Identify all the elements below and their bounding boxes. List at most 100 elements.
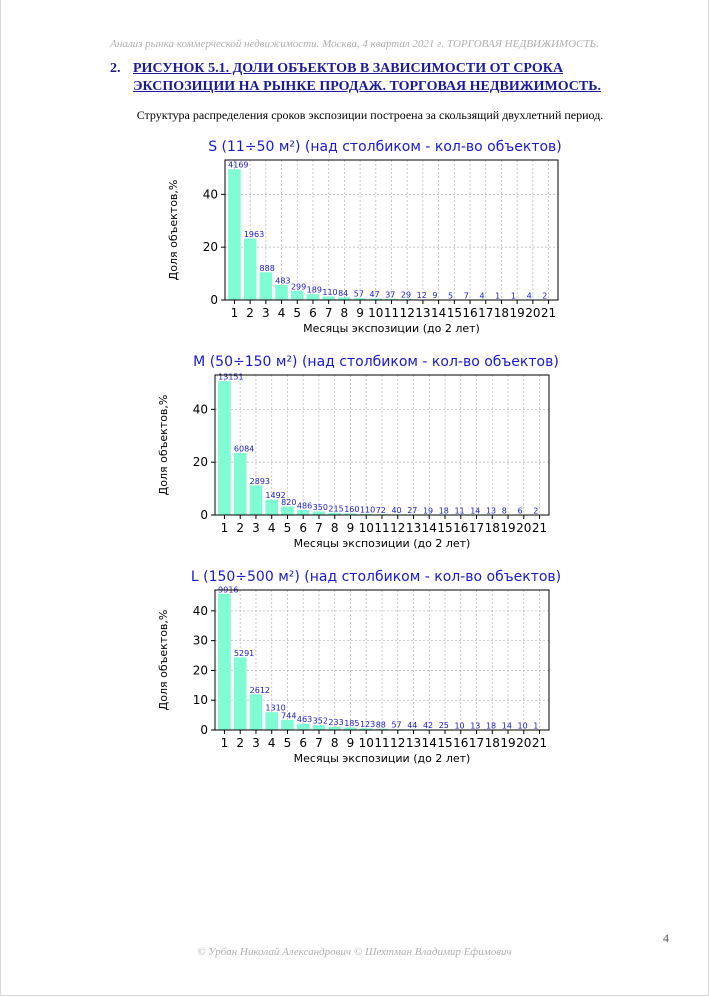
y-tick-label: 0 bbox=[210, 293, 218, 307]
bar bbox=[328, 512, 342, 515]
x-tick-label: 20 bbox=[516, 736, 531, 750]
bar bbox=[233, 452, 247, 515]
y-tick-label: 0 bbox=[200, 508, 208, 522]
y-axis-label: Доля объектов,% bbox=[167, 180, 180, 281]
bar-data-label: 11 bbox=[454, 506, 464, 515]
bar-data-label: 1 bbox=[533, 721, 538, 730]
bar-data-label: 84 bbox=[338, 289, 348, 298]
x-tick-label: 1 bbox=[221, 521, 229, 535]
bar-data-label: 57 bbox=[391, 721, 401, 730]
bar-data-label: 189 bbox=[307, 286, 322, 295]
chart-title: S (11÷50 м²) (над столбиком - кол-во объ… bbox=[208, 139, 562, 155]
x-tick-label: 16 bbox=[453, 521, 468, 535]
x-tick-label: 16 bbox=[462, 306, 477, 320]
bar-data-label: 9 bbox=[432, 291, 437, 300]
bar-data-label: 8 bbox=[502, 506, 507, 515]
bar bbox=[322, 296, 335, 300]
bar-data-label: 42 bbox=[423, 721, 433, 730]
x-tick-label: 17 bbox=[469, 736, 484, 750]
bar-data-label: 215 bbox=[328, 504, 343, 513]
bar-data-label: 57 bbox=[354, 290, 364, 299]
y-tick-label: 0 bbox=[200, 723, 208, 737]
bar-data-label: 18 bbox=[486, 721, 496, 730]
bar-data-label: 5291 bbox=[234, 649, 254, 658]
bar-data-label: 820 bbox=[281, 498, 296, 507]
x-tick-label: 3 bbox=[252, 521, 260, 535]
x-tick-label: 9 bbox=[347, 736, 355, 750]
bar bbox=[243, 238, 257, 300]
y-tick-label: 10 bbox=[193, 693, 208, 707]
x-tick-label: 21 bbox=[532, 736, 547, 750]
bar bbox=[228, 169, 241, 300]
bar-data-label: 486 bbox=[297, 501, 312, 510]
x-tick-label: 11 bbox=[374, 521, 389, 535]
bar-data-label: 1492 bbox=[265, 491, 285, 500]
x-tick-label: 10 bbox=[359, 736, 374, 750]
y-axis-label: Доля объектов,% bbox=[157, 395, 170, 496]
bar bbox=[233, 657, 247, 730]
bar-data-label: 44 bbox=[407, 721, 417, 730]
x-tick-label: 15 bbox=[437, 521, 452, 535]
bar bbox=[218, 593, 231, 730]
x-axis-label: Месяцы экспозиции (до 2 лет) bbox=[294, 752, 471, 765]
x-tick-label: 15 bbox=[447, 306, 462, 320]
x-tick-label: 4 bbox=[268, 521, 276, 535]
x-tick-label: 7 bbox=[325, 306, 333, 320]
chart-m: M (50÷150 м²) (над столбиком - кол-во об… bbox=[157, 354, 559, 550]
bar bbox=[359, 513, 373, 515]
bar-data-label: 2 bbox=[533, 506, 538, 515]
bar bbox=[328, 726, 342, 730]
bar-data-label: 463 bbox=[297, 715, 312, 724]
x-tick-label: 18 bbox=[494, 306, 509, 320]
x-tick-label: 8 bbox=[331, 736, 339, 750]
bar bbox=[265, 499, 279, 515]
x-tick-label: 3 bbox=[252, 736, 260, 750]
x-tick-label: 14 bbox=[431, 306, 446, 320]
x-tick-label: 21 bbox=[541, 306, 556, 320]
x-tick-label: 2 bbox=[236, 736, 244, 750]
x-tick-label: 8 bbox=[341, 306, 349, 320]
bar-data-label: 2612 bbox=[250, 686, 270, 695]
bar-data-label: 19 bbox=[423, 506, 433, 515]
bar-data-label: 29 bbox=[401, 291, 411, 300]
bar-data-label: 350 bbox=[313, 503, 328, 512]
bar bbox=[296, 509, 310, 515]
bar-data-label: 13 bbox=[470, 721, 480, 730]
bar bbox=[218, 381, 231, 515]
x-tick-label: 10 bbox=[368, 306, 383, 320]
x-tick-label: 18 bbox=[485, 521, 500, 535]
x-tick-label: 5 bbox=[293, 306, 301, 320]
bar-data-label: 4 bbox=[527, 291, 532, 300]
x-tick-label: 16 bbox=[453, 736, 468, 750]
x-tick-label: 5 bbox=[284, 521, 292, 535]
bar-data-label: 1 bbox=[511, 291, 516, 300]
bar bbox=[338, 297, 351, 300]
bar-data-label: 1963 bbox=[244, 230, 264, 239]
x-tick-label: 6 bbox=[309, 306, 317, 320]
bar bbox=[275, 284, 288, 300]
bar bbox=[312, 511, 326, 515]
footer-copyright: © Урбан Николай Александрович © Шехтман … bbox=[197, 946, 512, 958]
x-tick-label: 7 bbox=[315, 521, 323, 535]
x-tick-label: 2 bbox=[236, 521, 244, 535]
bar bbox=[344, 727, 357, 730]
bar-data-label: 352 bbox=[313, 717, 328, 726]
bar-data-label: 6 bbox=[517, 506, 522, 515]
x-tick-label: 19 bbox=[510, 306, 525, 320]
x-tick-label: 2 bbox=[246, 306, 254, 320]
heading-number: 2. bbox=[110, 61, 121, 76]
x-tick-label: 19 bbox=[500, 521, 515, 535]
bar-data-label: 25 bbox=[439, 721, 449, 730]
bar-data-label: 7 bbox=[464, 291, 469, 300]
bar-data-label: 14 bbox=[470, 506, 480, 515]
bar-data-label: 4 bbox=[479, 291, 484, 300]
bar-data-label: 744 bbox=[281, 711, 296, 720]
x-tick-label: 18 bbox=[485, 736, 500, 750]
y-tick-label: 40 bbox=[193, 402, 208, 416]
x-tick-label: 10 bbox=[359, 521, 374, 535]
x-tick-label: 13 bbox=[406, 736, 421, 750]
bar-data-label: 2 bbox=[542, 291, 547, 300]
x-tick-label: 9 bbox=[356, 306, 364, 320]
x-tick-label: 1 bbox=[231, 306, 239, 320]
x-tick-label: 13 bbox=[406, 521, 421, 535]
